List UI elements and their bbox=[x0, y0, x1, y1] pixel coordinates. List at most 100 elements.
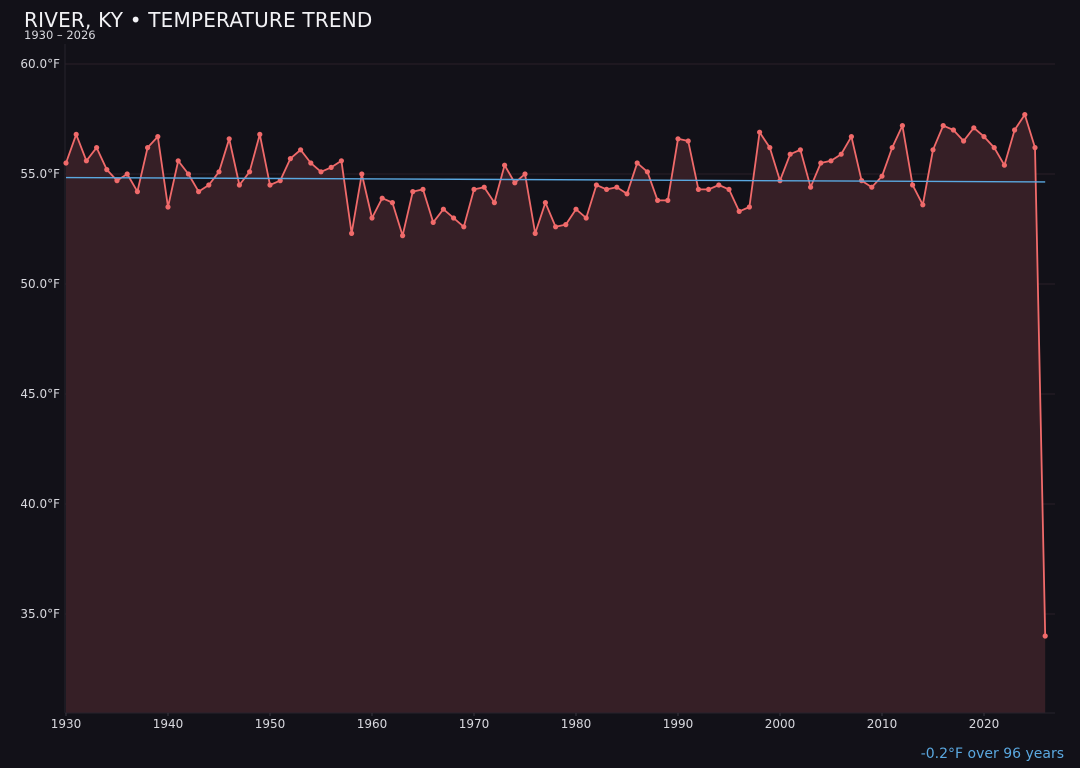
data-point-marker bbox=[287, 156, 293, 162]
data-point-marker bbox=[216, 169, 222, 175]
data-point-marker bbox=[451, 215, 457, 221]
data-point-marker bbox=[298, 147, 304, 153]
data-point-marker bbox=[940, 123, 946, 129]
data-point-marker bbox=[206, 182, 212, 188]
data-point-marker bbox=[797, 147, 804, 153]
x-tick-label: 2010 bbox=[867, 717, 898, 731]
data-point-marker bbox=[389, 200, 395, 206]
data-point-marker bbox=[889, 145, 895, 151]
data-point-marker bbox=[257, 131, 263, 137]
data-point-marker bbox=[736, 208, 742, 214]
data-point-marker bbox=[369, 215, 375, 221]
data-point-marker bbox=[899, 123, 906, 129]
x-axis-ticks: 1930 1940 1950 1960 1970 1980 1990 2000 2010 2020 bbox=[51, 713, 1000, 731]
data-point-marker bbox=[910, 182, 916, 188]
y-tick-label: 60.0°F bbox=[20, 57, 60, 71]
data-point-marker bbox=[185, 171, 191, 177]
data-point-marker bbox=[175, 158, 181, 164]
data-point-marker bbox=[236, 182, 242, 188]
data-point-marker bbox=[767, 145, 773, 151]
data-point-marker bbox=[196, 189, 202, 195]
data-point-marker bbox=[461, 224, 467, 230]
data-point-marker bbox=[869, 184, 875, 190]
x-tick-label: 2000 bbox=[765, 717, 796, 731]
data-point-marker bbox=[787, 151, 793, 157]
data-point-marker bbox=[1022, 112, 1028, 118]
data-point-marker bbox=[308, 160, 314, 166]
temperature-data-points bbox=[63, 112, 1048, 639]
data-point-marker bbox=[94, 145, 100, 151]
data-point-marker bbox=[124, 171, 130, 177]
data-point-marker bbox=[349, 230, 355, 236]
data-point-marker bbox=[614, 184, 620, 190]
data-point-marker bbox=[104, 167, 110, 173]
data-point-marker bbox=[746, 204, 753, 210]
data-point-marker bbox=[950, 127, 957, 133]
data-point-marker bbox=[675, 136, 681, 142]
data-point-marker bbox=[512, 180, 518, 186]
data-point-marker bbox=[991, 145, 997, 151]
data-point-marker bbox=[155, 134, 161, 140]
data-point-marker bbox=[644, 169, 651, 175]
y-tick-label: 45.0°F bbox=[20, 387, 60, 401]
data-point-marker bbox=[920, 202, 926, 208]
data-point-marker bbox=[226, 136, 232, 142]
data-point-marker bbox=[318, 169, 324, 175]
x-tick-label: 1970 bbox=[459, 717, 490, 731]
data-point-marker bbox=[267, 182, 273, 188]
data-point-marker bbox=[706, 186, 712, 192]
data-point-marker bbox=[542, 200, 549, 206]
data-point-marker bbox=[716, 182, 722, 188]
data-point-marker bbox=[930, 147, 936, 153]
data-point-marker bbox=[1042, 633, 1048, 639]
data-point-marker bbox=[685, 138, 691, 144]
data-point-marker bbox=[328, 164, 334, 170]
y-tick-label: 55.0°F bbox=[20, 167, 60, 181]
data-point-marker bbox=[338, 158, 344, 164]
data-point-marker bbox=[114, 178, 120, 184]
y-axis-ticks: 35.0°F 40.0°F 45.0°F 50.0°F 55.0°F 60.0°F bbox=[20, 57, 60, 621]
data-point-marker bbox=[532, 230, 538, 236]
x-tick-label: 1950 bbox=[255, 717, 286, 731]
data-point-marker bbox=[1032, 145, 1038, 151]
data-point-marker bbox=[400, 233, 406, 239]
data-point-marker bbox=[655, 197, 661, 203]
data-point-marker bbox=[665, 197, 671, 203]
data-point-marker bbox=[379, 195, 385, 201]
data-point-marker bbox=[420, 186, 426, 192]
data-point-marker bbox=[695, 186, 702, 192]
data-point-marker bbox=[522, 171, 528, 177]
x-tick-label: 1980 bbox=[561, 717, 592, 731]
data-point-marker bbox=[838, 151, 844, 157]
data-point-marker bbox=[848, 134, 855, 140]
data-point-marker bbox=[1001, 162, 1008, 168]
data-point-marker bbox=[583, 215, 589, 221]
y-tick-label: 50.0°F bbox=[20, 277, 60, 291]
x-tick-label: 1940 bbox=[153, 717, 184, 731]
x-tick-label: 1990 bbox=[663, 717, 694, 731]
data-point-marker bbox=[165, 204, 171, 210]
data-point-marker bbox=[604, 186, 610, 192]
data-point-marker bbox=[573, 206, 579, 212]
data-point-marker bbox=[808, 184, 814, 190]
x-tick-label: 2020 bbox=[969, 717, 1000, 731]
data-point-marker bbox=[359, 171, 365, 177]
x-tick-label: 1960 bbox=[357, 717, 388, 731]
data-point-marker bbox=[440, 206, 446, 212]
chart-title: RIVER, KY • TEMPERATURE TREND bbox=[24, 8, 373, 32]
data-point-marker bbox=[247, 169, 253, 175]
data-point-marker bbox=[471, 186, 477, 192]
x-tick-label: 1930 bbox=[51, 717, 82, 731]
data-point-marker bbox=[277, 178, 283, 184]
y-tick-label: 35.0°F bbox=[20, 607, 60, 621]
data-point-marker bbox=[624, 191, 630, 197]
data-point-marker bbox=[83, 158, 89, 164]
data-point-marker bbox=[981, 134, 987, 140]
data-point-marker bbox=[481, 184, 487, 190]
data-point-marker bbox=[828, 158, 834, 164]
data-point-marker bbox=[502, 162, 508, 168]
chart-subtitle: 1930 – 2026 bbox=[24, 28, 96, 42]
data-point-marker bbox=[430, 219, 436, 225]
data-point-marker bbox=[410, 189, 416, 195]
